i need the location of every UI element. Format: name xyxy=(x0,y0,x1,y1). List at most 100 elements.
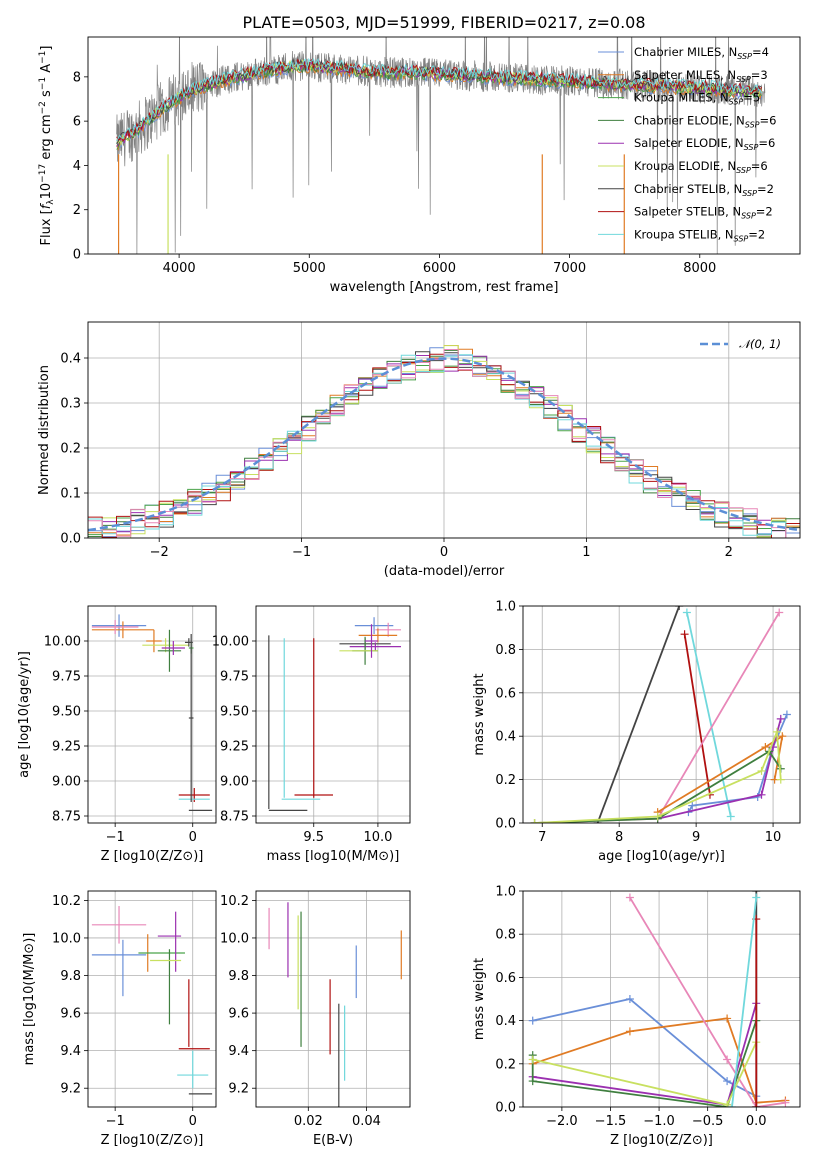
axes-frame xyxy=(87,605,217,824)
y-tick-label: 10.0 xyxy=(220,931,249,946)
data-point-marker xyxy=(528,1016,537,1025)
legend-label-part: SSP xyxy=(736,75,751,84)
y-tick-label: 0.1 xyxy=(60,487,81,502)
x-axis-label: mass [log10(M/M⊙)] xyxy=(267,849,400,864)
y-tick-label: 1.0 xyxy=(495,600,516,615)
legend-label-part: =6 xyxy=(751,159,768,173)
spectrum-panel: 4000 5000 6000 7000 8000 0 2 4 6 8 wavelength [Ang… xyxy=(38,36,801,295)
x-tick-label: 2 xyxy=(725,545,733,560)
y-tick-label: 0.8 xyxy=(495,928,516,943)
axes-frame xyxy=(87,890,217,1108)
y-tick-label: 1.0 xyxy=(495,885,516,900)
y-axis-label: mass weight xyxy=(472,958,487,1040)
series-line xyxy=(686,612,732,817)
y-axis-label-part: f xyxy=(39,202,54,209)
y-tick-label: 0.3 xyxy=(60,397,81,412)
data-point-marker xyxy=(530,819,539,823)
errorbar-point xyxy=(161,641,185,655)
errorbar-point xyxy=(354,617,394,634)
x-tick-label: 0 xyxy=(189,1114,197,1129)
legend-label-part: Salpeter MILES, N xyxy=(634,68,736,82)
y-axis-label-part: −1 xyxy=(38,77,48,90)
data-point-marker xyxy=(723,1055,732,1064)
x-tick-label: −1.0 xyxy=(643,1114,675,1129)
y-tick-label: 10.0 xyxy=(52,931,81,946)
data-point-marker xyxy=(776,775,785,784)
data-point-marker xyxy=(757,766,766,775)
legend-label-part: Chabrier ELODIE, N xyxy=(634,113,745,127)
data-point-marker xyxy=(723,1100,732,1107)
legend-label-part: SSP xyxy=(744,143,759,152)
data-point-marker xyxy=(782,710,791,719)
x-tick-label: 4000 xyxy=(163,261,196,276)
legend-label-part: =4 xyxy=(752,45,769,59)
y-tick-label: 6 xyxy=(73,115,81,130)
data-point-marker xyxy=(778,732,787,741)
x-axis-label: Z [log10(Z/Z⊙)] xyxy=(610,1133,713,1148)
y-axis-label: Flux [fλ10−17 erg cm−2 s−1 A−1] xyxy=(38,46,56,246)
legend-label-part: Kroupa MILES, N xyxy=(634,91,729,105)
y-axis-label: age [log10(age/yr)] xyxy=(17,651,32,778)
legend-label-part: =2 xyxy=(757,182,774,196)
series-line xyxy=(531,1020,758,1107)
y-axis-label: Normed distribution xyxy=(37,365,52,495)
x-tick-label: 0 xyxy=(189,830,197,845)
legend-label: Salpeter ELODIE, NSSP=6 xyxy=(634,136,775,152)
axes-frame xyxy=(255,605,411,824)
legend-label-part: Kroupa ELODIE, N xyxy=(634,159,736,173)
errorbar-point xyxy=(157,629,182,672)
plot-area xyxy=(523,891,800,1107)
y-axis-label-part: s xyxy=(39,90,54,101)
plot-area xyxy=(256,606,410,823)
y-tick-label: 9.4 xyxy=(228,1044,249,1059)
data-point-marker xyxy=(528,1077,537,1086)
x-tick-label: 8 xyxy=(615,830,623,845)
x-tick-label: −2.0 xyxy=(546,1114,578,1129)
legend-label: 𝒩(0, 1) xyxy=(739,337,781,351)
x-tick-label: 10.0 xyxy=(363,830,392,845)
data-point-marker xyxy=(781,1098,790,1107)
y-tick-label: 9.8 xyxy=(60,969,81,984)
data-point-marker xyxy=(761,743,770,752)
age-vs-metallicity-panel: −1 0 8.75 9.00 9.25 9.50 9.75 10.00 Z [log10(Z/Z… xyxy=(17,605,217,864)
legend-label: Kroupa STELIB, NSSP=2 xyxy=(634,227,765,243)
y-tick-label: 0.4 xyxy=(495,730,516,745)
y-tick-label: 4 xyxy=(73,159,81,174)
y-axis-label-part: −1 xyxy=(38,51,48,64)
mass-weight-vs-metallicity-panel: −2.0 −1.5 −1.0 −0.5 0.0 0.0 0.2 0.4 0.6 0.8 1.0 Z [… xyxy=(472,885,801,1148)
y-tick-label: 9.25 xyxy=(52,740,81,755)
data-point-marker xyxy=(675,606,684,610)
axes-frame xyxy=(87,321,801,539)
residual-histogram-panel: −2 −1 0 1 2 0.0 0.1 0.2 0.3 0.4 (data-model)/error… xyxy=(37,321,801,579)
y-axis-label-part: A xyxy=(39,64,54,77)
y-tick-label: 8.75 xyxy=(52,810,81,825)
legend-label-part: SSP xyxy=(736,166,751,175)
y-tick-label: 0.0 xyxy=(495,1101,516,1116)
y-tick-label: 0.4 xyxy=(495,1014,516,1029)
series-line xyxy=(534,612,780,823)
errorbar-point xyxy=(91,621,154,639)
data-point-marker xyxy=(688,801,697,810)
y-tick-label: 9.50 xyxy=(220,705,249,720)
y-tick-label: 9.8 xyxy=(228,969,249,984)
legend-label-part: Salpeter STELIB, N xyxy=(634,205,741,219)
series-line xyxy=(731,897,758,1107)
plot-area xyxy=(88,891,216,1107)
legend-label-part: =3 xyxy=(751,68,768,82)
errorbar-point xyxy=(349,642,402,651)
series-line xyxy=(532,998,757,1097)
data-point-marker xyxy=(723,1077,732,1086)
data-point-marker xyxy=(625,1027,634,1036)
legend-label-part: SSP xyxy=(742,189,757,198)
errorbar-point xyxy=(91,620,139,634)
x-axis-label: age [log10(age/yr)] xyxy=(598,849,725,864)
x-axis-label: Z [log10(Z/Z⊙)] xyxy=(101,1133,204,1148)
y-axis-label-part: −17 xyxy=(38,164,48,183)
x-tick-label: 6000 xyxy=(423,261,456,276)
y-tick-label: 9.00 xyxy=(52,775,81,790)
data-point-marker xyxy=(723,1014,732,1023)
axes-frame xyxy=(522,890,801,1108)
legend-label-part: SSP xyxy=(737,52,752,61)
legend-label-part: SSP xyxy=(729,98,744,107)
